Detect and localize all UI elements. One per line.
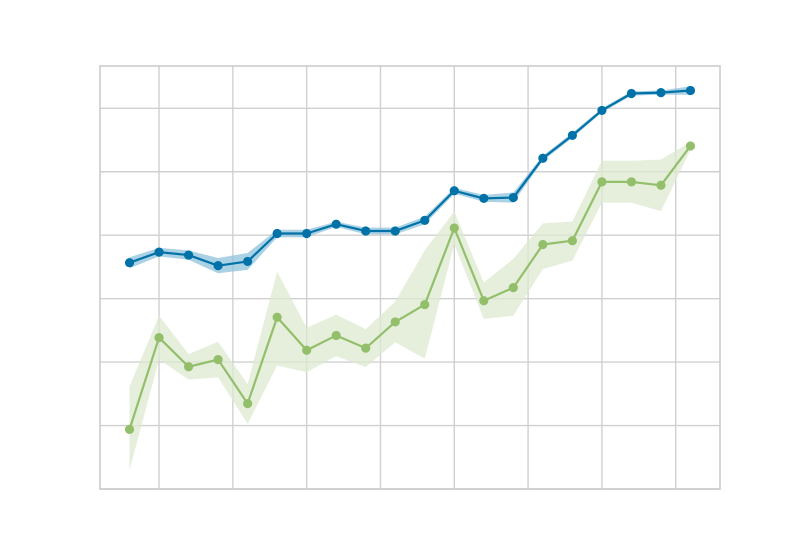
- series-1-point: [243, 256, 253, 267]
- series-1-point: [390, 226, 400, 236]
- series-1-line: [129, 89, 691, 267]
- series-1-point: [124, 258, 135, 268]
- series-2-point: [331, 330, 341, 341]
- series-points: [124, 85, 696, 434]
- series-1-point: [302, 228, 312, 239]
- series-2-band: [129, 142, 691, 470]
- series-2-point: [538, 239, 548, 250]
- series-2-point: [567, 236, 577, 246]
- confidence-bands: [129, 86, 691, 470]
- series-2-point: [183, 362, 194, 372]
- series-2-point: [361, 343, 371, 353]
- series-lines: [128, 89, 692, 430]
- series-1-point: [538, 153, 548, 163]
- series-1-point: [449, 186, 459, 196]
- series-2-point: [656, 180, 666, 190]
- series-1-point: [567, 130, 577, 140]
- series-2-point: [626, 177, 637, 187]
- series-1-point: [361, 226, 371, 236]
- series-2-point: [420, 299, 430, 310]
- series-2-point: [508, 283, 518, 293]
- series-1-point: [508, 192, 518, 203]
- series-1-point: [685, 85, 696, 96]
- series-2-point: [390, 317, 400, 327]
- series-1-point: [656, 88, 666, 98]
- series-2-point: [479, 296, 489, 306]
- series-1-point: [183, 250, 194, 260]
- series-1-point: [626, 88, 637, 99]
- series-1-point: [272, 228, 282, 239]
- series-1-point: [331, 219, 341, 229]
- series-2-point: [272, 312, 282, 322]
- series-2-point: [154, 332, 164, 343]
- plot-frame: [99, 65, 721, 490]
- series-1-point: [420, 215, 430, 225]
- series-2-point: [213, 354, 223, 365]
- series-2-point: [597, 177, 607, 187]
- series-1-point: [479, 193, 489, 203]
- series-1-point: [213, 261, 223, 271]
- series-2-point: [449, 223, 459, 233]
- series-2-point: [124, 424, 135, 434]
- series-1-point: [154, 247, 164, 257]
- series-2-point: [243, 398, 253, 409]
- series-1-point: [597, 105, 607, 116]
- series-2-point: [302, 345, 312, 355]
- series-2-point: [685, 141, 696, 151]
- series-2-line: [128, 145, 692, 430]
